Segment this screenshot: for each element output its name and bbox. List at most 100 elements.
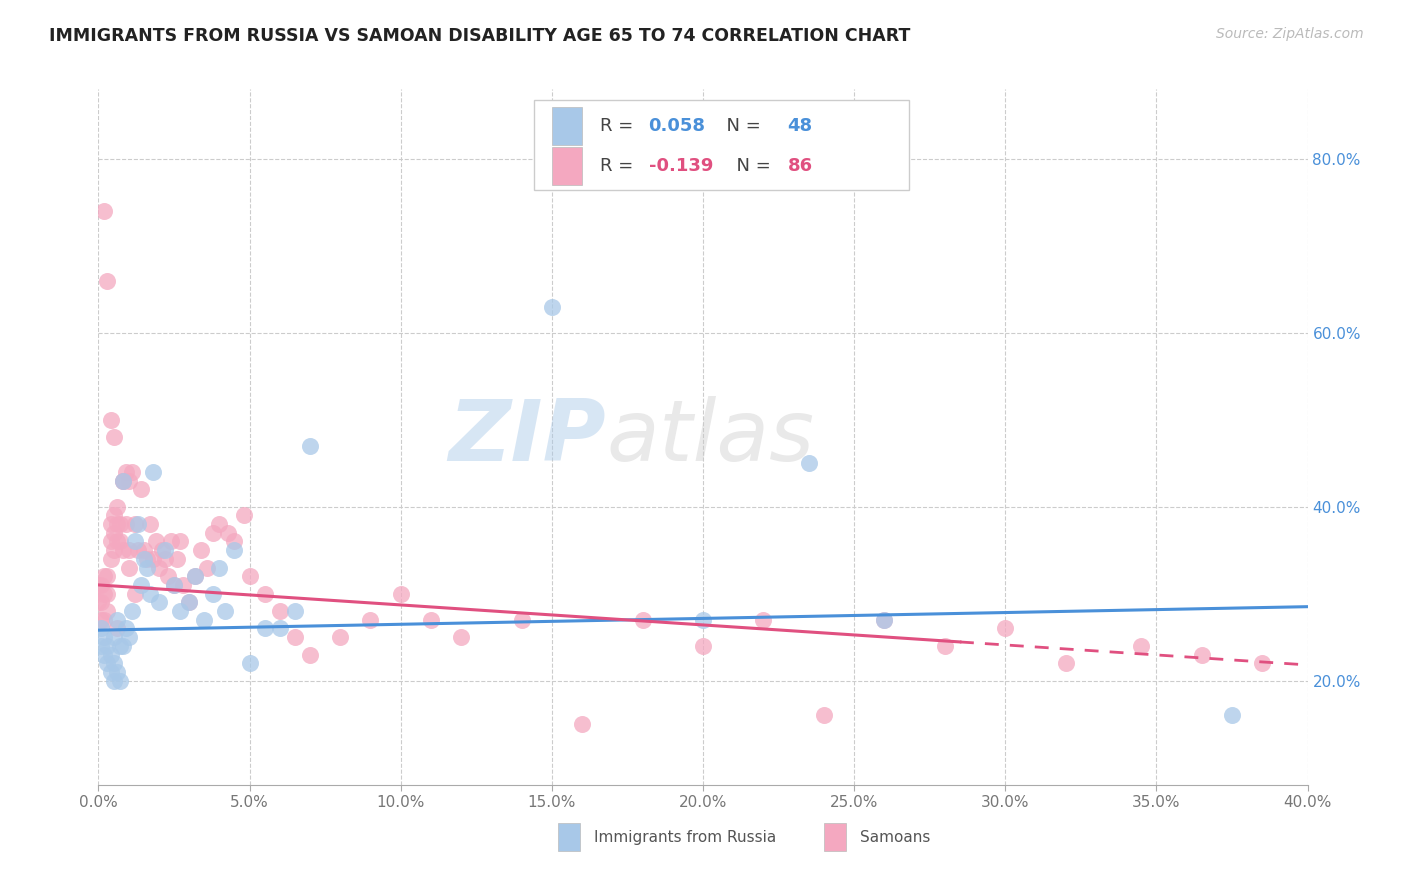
Point — [202, 587, 225, 601]
Point — [90, 595, 112, 609]
Point — [118, 560, 141, 574]
Point — [253, 621, 276, 635]
Text: 86: 86 — [787, 157, 813, 175]
Point — [169, 604, 191, 618]
Point — [103, 525, 125, 540]
Point — [114, 465, 136, 479]
Point — [93, 630, 115, 644]
FancyBboxPatch shape — [558, 823, 579, 851]
Point — [224, 534, 246, 549]
Point — [540, 300, 562, 314]
Point — [284, 604, 307, 618]
Point — [118, 543, 141, 558]
Point — [571, 717, 593, 731]
Point — [105, 500, 128, 514]
Point — [994, 621, 1017, 635]
Point — [96, 604, 118, 618]
Point — [118, 474, 141, 488]
Point — [100, 648, 122, 662]
Point — [139, 587, 162, 601]
Point — [239, 569, 262, 583]
Point — [169, 534, 191, 549]
Point — [96, 273, 118, 287]
Point — [172, 578, 194, 592]
Point — [105, 665, 128, 679]
Point — [208, 516, 231, 531]
Point — [135, 551, 157, 566]
Point — [90, 613, 112, 627]
Point — [420, 613, 443, 627]
Point — [103, 657, 125, 671]
Point — [1130, 639, 1153, 653]
Point — [139, 516, 162, 531]
Point — [114, 516, 136, 531]
Point — [195, 560, 218, 574]
Point — [100, 551, 122, 566]
Point — [153, 551, 176, 566]
Point — [90, 578, 112, 592]
Point — [148, 560, 170, 574]
Point — [239, 657, 262, 671]
Text: ZIP: ZIP — [449, 395, 606, 479]
Point — [111, 474, 134, 488]
Point — [100, 516, 122, 531]
FancyBboxPatch shape — [534, 100, 908, 190]
Point — [100, 534, 122, 549]
Point — [132, 551, 155, 566]
Point — [93, 613, 115, 627]
Point — [108, 673, 131, 688]
Point — [873, 613, 896, 627]
Point — [100, 412, 122, 426]
Point — [108, 516, 131, 531]
Point — [184, 569, 207, 583]
FancyBboxPatch shape — [824, 823, 845, 851]
Point — [87, 578, 110, 592]
Point — [127, 543, 149, 558]
Text: IMMIGRANTS FROM RUSSIA VS SAMOAN DISABILITY AGE 65 TO 74 CORRELATION CHART: IMMIGRANTS FROM RUSSIA VS SAMOAN DISABIL… — [49, 27, 911, 45]
Point — [108, 534, 131, 549]
Point — [118, 630, 141, 644]
Text: 0.058: 0.058 — [648, 117, 706, 135]
Point — [184, 569, 207, 583]
Point — [813, 708, 835, 723]
Point — [148, 595, 170, 609]
Point — [150, 543, 173, 558]
Point — [797, 456, 820, 470]
Point — [179, 595, 201, 609]
Point — [90, 639, 112, 653]
Point — [160, 534, 183, 549]
Text: N =: N = — [724, 157, 776, 175]
Point — [934, 639, 956, 653]
Point — [156, 569, 179, 583]
Text: R =: R = — [600, 117, 640, 135]
Point — [1191, 648, 1213, 662]
Point — [329, 630, 352, 644]
Point — [1220, 708, 1243, 723]
Point — [284, 630, 307, 644]
Point — [105, 516, 128, 531]
Point — [214, 604, 236, 618]
Point — [103, 673, 125, 688]
Point — [124, 587, 146, 601]
Point — [692, 613, 714, 627]
Point — [202, 525, 225, 540]
Point — [103, 543, 125, 558]
Point — [208, 560, 231, 574]
Point — [692, 639, 714, 653]
Point — [111, 639, 134, 653]
Point — [93, 203, 115, 218]
Point — [163, 578, 186, 592]
Point — [360, 613, 382, 627]
Text: N =: N = — [716, 117, 766, 135]
Point — [163, 578, 186, 592]
Point — [153, 543, 176, 558]
Point — [105, 613, 128, 627]
Point — [389, 587, 412, 601]
Point — [166, 551, 188, 566]
Point — [96, 657, 118, 671]
Point — [1251, 657, 1274, 671]
Text: Source: ZipAtlas.com: Source: ZipAtlas.com — [1216, 27, 1364, 41]
Point — [190, 543, 212, 558]
Point — [253, 587, 276, 601]
Point — [224, 543, 246, 558]
